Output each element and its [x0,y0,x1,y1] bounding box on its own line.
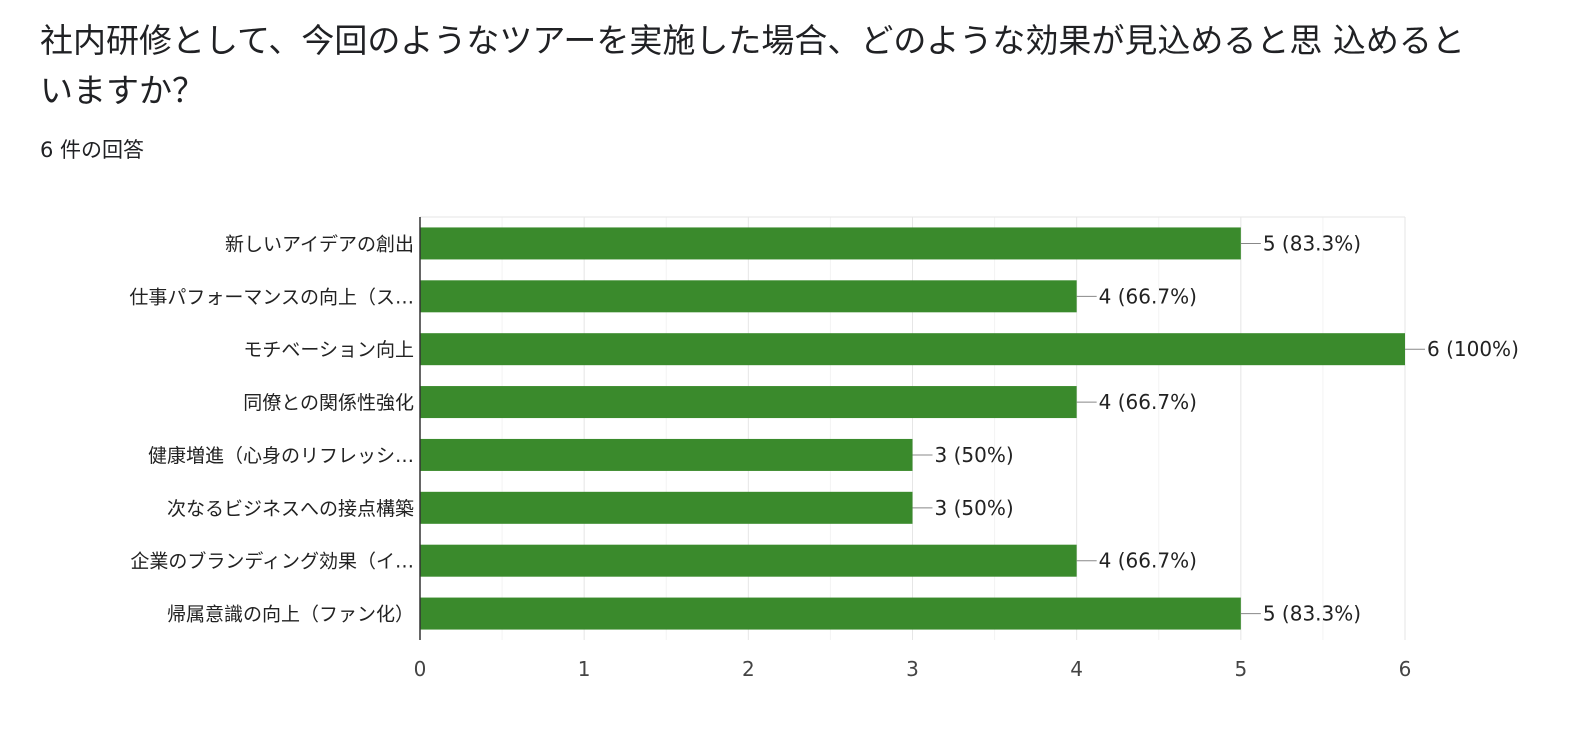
x-tick-label: 6 [1399,657,1412,681]
data-label: 3 (50%) [935,443,1014,467]
question-title-line-1: 社内研修として、今回のようなツアーを実施した場合、どのような効果が見込めると思 … [40,21,1465,60]
data-label: 6 (100%) [1427,337,1519,361]
x-tick-label: 4 [1070,657,1083,681]
x-tick-label: 0 [414,657,427,681]
question-title: 社内研修として、今回のようなツアーを実施した場合、どのような効果が見込めると思 … [40,16,1500,116]
category-label: 新しいアイデアの創出 [225,233,414,255]
data-label: 3 (50%) [935,496,1014,520]
data-label: 4 (66.7%) [1099,284,1197,308]
category-label: 同僚との関係性強化 [243,392,414,414]
question-title-line-2: いますか？ [40,71,205,110]
bar [420,227,1241,260]
data-label: 5 (83.3%) [1263,231,1361,255]
bar [420,491,913,524]
x-tick-label: 2 [742,657,755,681]
category-label: 次なるビジネスへの接点構築 [167,498,414,520]
bar [420,280,1077,313]
category-label: モチベーション向上 [243,339,414,361]
response-count: 6 件の回答 [40,138,145,162]
bar [420,597,1241,630]
bar [420,333,1405,366]
data-label: 4 (66.7%) [1099,390,1197,414]
data-label: 4 (66.7%) [1099,549,1197,573]
bar [420,438,913,471]
category-label: 企業のブランディング効果（イ… [130,550,414,573]
x-tick-label: 5 [1234,657,1247,681]
bar [420,544,1077,577]
category-label: 帰属意識の向上（ファン化） [167,604,414,626]
category-label: 仕事パフォーマンスの向上（ス… [129,286,414,308]
category-label: 健康増進（心身のリフレッシ… [148,445,414,467]
data-label: 5 (83.3%) [1263,602,1361,626]
x-tick-label: 1 [578,657,591,681]
x-tick-label: 3 [906,657,919,681]
bar [420,386,1077,419]
